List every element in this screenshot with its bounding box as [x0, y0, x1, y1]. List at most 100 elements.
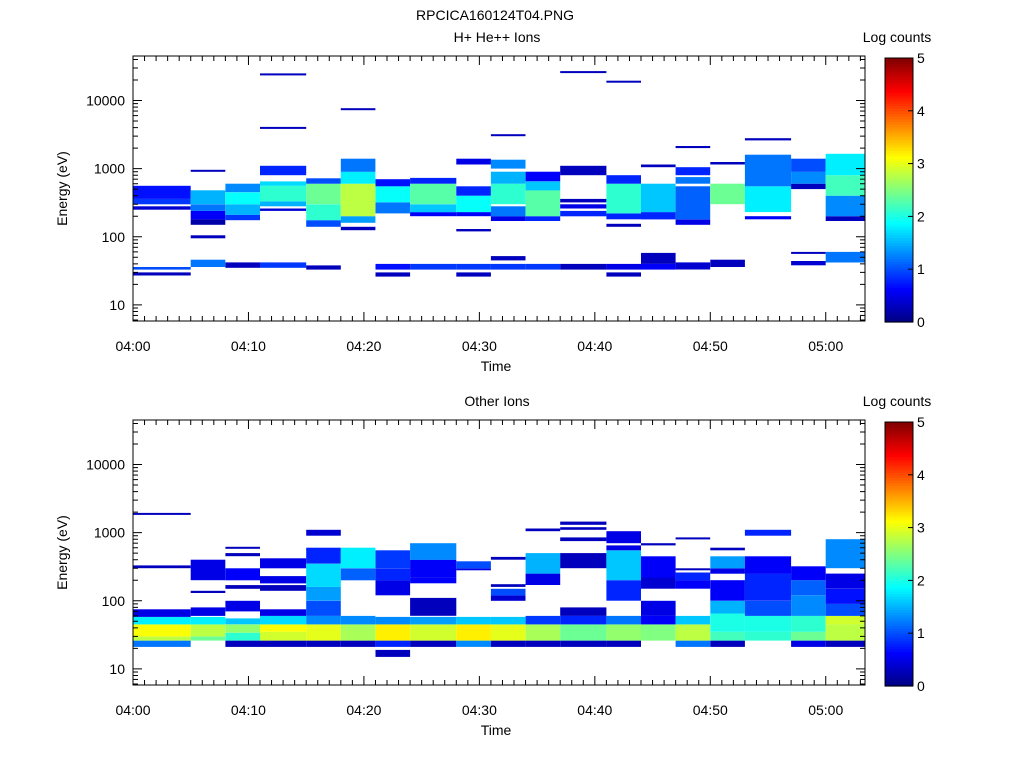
colorbar-segment	[885, 145, 913, 149]
heatmap-cell	[340, 158, 376, 172]
colorbar-segment	[885, 495, 913, 500]
heatmap-cell	[641, 600, 676, 616]
colorbar-segment	[885, 519, 913, 523]
colorbar-segment	[885, 453, 913, 457]
heatmap-cell	[260, 185, 307, 202]
colorbar-segment	[885, 81, 913, 85]
x-tick-label: 04:50	[693, 702, 728, 718]
colorbar-segment	[885, 535, 913, 539]
heatmap-cell	[456, 568, 491, 571]
colorbar-segment	[885, 224, 913, 228]
colorbar-segment	[885, 285, 913, 289]
colorbar-segment	[885, 588, 913, 592]
figure-title: RPCICA160124T04.PNG	[416, 7, 574, 23]
heatmap-cell	[190, 559, 226, 581]
colorbar-segment	[885, 633, 913, 637]
colorbar-segment	[885, 226, 913, 231]
heatmap-cell	[133, 272, 191, 276]
colorbar-tick-label: 0	[917, 314, 925, 330]
heatmap-cell	[710, 640, 745, 647]
colorbar-segment	[885, 174, 913, 178]
heatmap-cell	[744, 573, 792, 601]
heatmap-cell	[791, 171, 826, 184]
colorbar-segment	[885, 113, 913, 117]
colorbar-segment	[885, 474, 913, 479]
heatmap-cell	[606, 640, 641, 647]
heatmap-cell	[791, 158, 826, 172]
colorbar-segment	[885, 94, 913, 99]
heatmap-cell	[641, 212, 676, 220]
heatmap-cell	[260, 181, 307, 186]
heatmap-cell	[190, 204, 226, 211]
colorbar-segment	[885, 466, 913, 471]
heatmap-cell	[641, 164, 676, 168]
heatmap-cell	[560, 537, 607, 542]
heatmap-cell	[456, 272, 491, 277]
heatmap-cell	[375, 649, 411, 657]
heatmap-cell	[606, 183, 641, 214]
colorbar-segment	[885, 153, 913, 157]
heatmap-cell	[791, 595, 826, 616]
x-tick-label: 04:50	[693, 338, 728, 354]
colorbar-segment	[885, 234, 913, 239]
colorbar-segment	[885, 432, 913, 436]
colorbar-tick-label: 0	[917, 678, 925, 694]
colorbar-segment	[885, 435, 913, 439]
heatmap-cell	[675, 624, 711, 641]
colorbar-segment	[885, 667, 913, 671]
colorbar-segment	[885, 546, 913, 550]
colorbar-segment	[885, 282, 913, 286]
colorbar-segment	[885, 543, 913, 547]
colorbar-segment	[885, 253, 913, 257]
heatmap-cell	[744, 615, 792, 632]
heatmap-cell	[225, 214, 260, 221]
heatmap-cell	[410, 543, 457, 560]
heatmap-cell	[375, 272, 411, 277]
colorbar-segment	[885, 87, 913, 91]
colorbar-segment	[885, 211, 913, 215]
colorbar-segment	[885, 269, 913, 273]
colorbar-segment	[885, 126, 913, 130]
heatmap-cell	[825, 539, 865, 569]
colorbar-segment	[885, 664, 913, 669]
heatmap-cell	[260, 208, 307, 211]
colorbar-segment	[885, 216, 913, 220]
colorbar-segment	[885, 308, 913, 313]
heatmap-cell	[490, 256, 526, 261]
heatmap-cell	[560, 210, 607, 217]
heatmap-cell	[190, 259, 226, 267]
heatmap-cell	[525, 573, 561, 585]
colorbar-segment	[885, 129, 913, 133]
heatmap-cell	[560, 615, 607, 625]
y-axis-label: Energy (eV)	[54, 515, 70, 590]
colorbar-segment	[885, 530, 913, 534]
colorbar-segment	[885, 612, 913, 616]
plot-frame	[132, 419, 866, 686]
heatmap-cell	[260, 624, 307, 632]
colorbar-segment	[885, 182, 913, 186]
colorbar-tick-label: 3	[917, 156, 925, 172]
colorbar-segment	[885, 221, 913, 225]
heatmap-cell	[375, 580, 411, 596]
colorbar: 0 1 2 3 4 5 Log counts	[863, 29, 932, 330]
colorbar-segment	[885, 561, 913, 566]
heatmap-cell	[641, 615, 676, 625]
heatmap-cell	[675, 262, 711, 270]
heatmap-cell	[825, 251, 865, 263]
heatmap-cell	[675, 146, 711, 149]
heatmap-cell	[560, 521, 607, 525]
heatmap-cell	[133, 512, 191, 515]
colorbar-segment	[885, 263, 913, 268]
heatmap-cell	[675, 580, 711, 589]
colorbar-segment	[885, 242, 913, 247]
heatmap-cell	[825, 195, 865, 217]
colorbar-label: Log counts	[863, 393, 932, 409]
heatmap-cell	[225, 600, 260, 612]
heatmap-cell	[606, 531, 641, 544]
heatmap-cells	[133, 71, 865, 277]
heatmap-cell	[306, 183, 341, 205]
heatmap-cell	[306, 615, 341, 625]
panel-title: Other Ions	[464, 393, 529, 409]
